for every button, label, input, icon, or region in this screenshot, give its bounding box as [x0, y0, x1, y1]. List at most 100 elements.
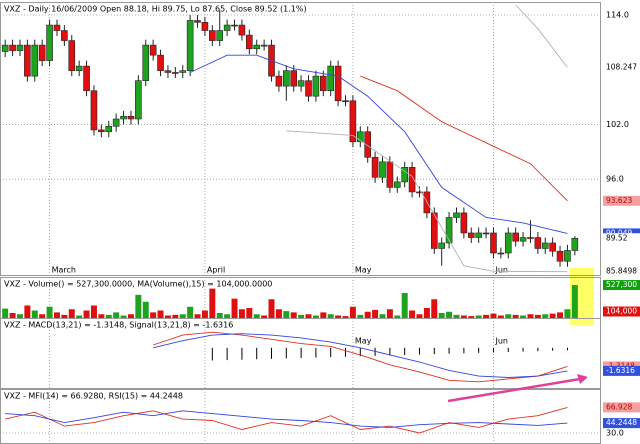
volume-bar	[46, 306, 53, 318]
volume-bar	[460, 315, 467, 318]
candle-body	[260, 44, 268, 47]
candle-body	[135, 80, 142, 120]
candle-body	[16, 44, 24, 51]
volume-bar	[90, 305, 97, 318]
candle-body	[216, 30, 224, 41]
month-label: March	[52, 266, 76, 275]
value-marker-label: 44.2448	[606, 418, 637, 427]
volume-bar	[372, 309, 379, 318]
volume-bar	[194, 314, 201, 318]
candle-body	[416, 191, 423, 194]
indicator-line	[152, 333, 568, 378]
candle-body	[253, 44, 261, 50]
panel-frame	[0, 2, 601, 276]
candle-body	[475, 232, 482, 238]
candle-body	[90, 90, 98, 131]
candle-body	[98, 129, 105, 133]
volume-bar	[39, 314, 46, 318]
indicator-line	[5, 406, 568, 434]
candle-body	[453, 212, 460, 218]
candle-body	[283, 70, 290, 87]
volume-bar	[527, 314, 534, 318]
candle-body	[9, 44, 16, 51]
trend-arrow	[447, 377, 581, 403]
candle-body	[179, 70, 187, 73]
candle-body	[490, 232, 497, 254]
volume-bar	[135, 294, 142, 318]
volume-bar	[231, 298, 238, 318]
candle-body	[61, 30, 68, 41]
candle-body	[534, 237, 542, 249]
value-marker-label: -1.6316	[606, 366, 635, 375]
value-marker-label: 527,300	[606, 280, 637, 289]
volume-bar	[542, 314, 549, 318]
candle-body	[386, 161, 394, 188]
candle-body	[38, 44, 46, 61]
candle-body	[305, 80, 312, 97]
volume-bar	[142, 301, 149, 318]
month-label: Jun	[494, 337, 508, 346]
candle-body	[541, 242, 549, 249]
trend-arrowhead	[577, 374, 588, 384]
candle-body	[401, 167, 408, 183]
volume-bar	[246, 308, 253, 318]
indicator-line	[515, 4, 568, 68]
volume-bar	[431, 299, 438, 318]
volume-bar	[357, 314, 364, 318]
candle-body	[571, 237, 579, 251]
candle-body	[231, 24, 238, 27]
volume-bar	[127, 314, 134, 318]
panel-frame	[0, 318, 601, 389]
volume-bar	[512, 314, 519, 318]
candle-body	[497, 252, 505, 255]
candle-body	[327, 65, 335, 92]
candle-body	[312, 75, 320, 97]
value-marker-box	[603, 418, 640, 429]
volume-bar	[157, 310, 164, 318]
candle-body	[149, 44, 157, 56]
value-marker-box	[603, 402, 640, 413]
value-marker-label: 66.928	[606, 402, 632, 411]
candle-body	[467, 232, 475, 238]
volume-bar	[172, 314, 179, 318]
volume-bar	[31, 310, 38, 318]
candle-body	[238, 24, 246, 36]
volume-bar	[164, 315, 171, 318]
volume-bar	[238, 309, 245, 318]
candle-body	[512, 232, 519, 242]
volume-bar	[312, 315, 319, 318]
volume-bar	[53, 312, 60, 318]
value-marker-box	[603, 62, 640, 73]
volume-bar	[24, 305, 31, 318]
panel-header: VXZ - MFI(14) = 66.9280, RSI(15) = 44.24…	[4, 392, 183, 401]
panel-header: VXZ - Volume() = 527,300.0000, MA(Volume…	[4, 280, 272, 289]
volume-bar	[505, 314, 512, 318]
value-marker-label: 90.049	[606, 228, 632, 237]
candle-body	[127, 115, 135, 120]
volume-bar	[61, 314, 68, 318]
candle-body	[75, 65, 83, 71]
candle-body	[320, 75, 327, 92]
candle-body	[297, 80, 305, 87]
value-marker-label: 108.247	[606, 62, 637, 71]
volume-bar	[216, 313, 223, 318]
candle-body	[408, 167, 416, 193]
candle-body	[53, 24, 61, 31]
volume-bar	[490, 313, 497, 318]
volume-bar	[564, 309, 571, 318]
volume-bar	[468, 316, 475, 318]
candle-body	[68, 40, 76, 71]
candle-body	[342, 100, 349, 103]
volume-bar	[386, 309, 393, 318]
candle-body	[519, 237, 527, 242]
volume-bar	[423, 308, 430, 318]
y-tick-label: 96.0	[606, 175, 624, 184]
value-marker-box	[603, 266, 640, 277]
volume-bar	[187, 306, 194, 318]
candle-body	[445, 217, 453, 244]
volume-bar	[68, 309, 75, 318]
y-tick-label: 114.0	[606, 11, 629, 20]
candle-body	[24, 44, 31, 77]
candle-body	[157, 54, 164, 71]
